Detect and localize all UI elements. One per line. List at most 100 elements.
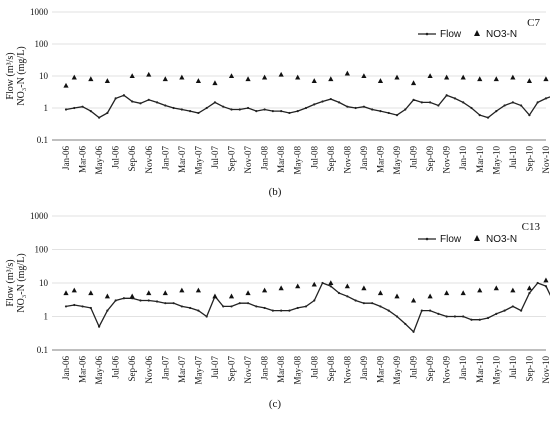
no3-point (410, 297, 417, 303)
flow-point (89, 306, 92, 310)
flow-point (362, 105, 365, 108)
legend-flow-label: Flow (440, 29, 462, 40)
flow-point (354, 106, 357, 110)
flow-point (362, 302, 365, 305)
x-tick-label: Sep-10 (524, 356, 534, 382)
flow-point (337, 101, 341, 104)
x-tick-label: Sep-10 (524, 146, 534, 172)
chart-panel-c7: 0.1 1 10 100 1000 Jan-06 Mar-06 May-06 Jul-06 Sep… (5, 7, 550, 198)
x-tick-label: Mar-10 (475, 356, 485, 383)
no3-point (510, 74, 516, 80)
flow-point (387, 111, 390, 115)
flow-point (263, 306, 266, 310)
no3-point (245, 76, 251, 82)
x-tick-label: Jan-06 (61, 146, 71, 170)
x-tick-label: Jul-06 (111, 146, 121, 169)
flow-point (288, 111, 291, 115)
flow-point (255, 110, 258, 113)
flow-point (288, 309, 291, 312)
no3-point (104, 78, 110, 83)
flow-point (387, 309, 390, 312)
flow-point (395, 113, 399, 117)
no3-point (361, 285, 367, 291)
x-tick-label: Jan-10 (458, 146, 468, 170)
x-tick-label: Sep-09 (425, 356, 435, 382)
flow-point (412, 330, 415, 333)
legend-no3-swatch (474, 235, 480, 241)
flow-point (486, 116, 490, 119)
flow-point (147, 299, 150, 302)
no3-point (88, 290, 94, 296)
x-tick-label: Sep-08 (326, 356, 336, 382)
y-tick-label: 1000 (30, 7, 49, 17)
flow-point (230, 108, 233, 111)
legend-no3-label: NO3-N (486, 234, 517, 245)
x-tick-label: Nov-06 (144, 356, 154, 384)
flow-point (263, 108, 266, 111)
flow-point (180, 305, 183, 308)
flow-point (280, 309, 283, 312)
x-tick-label: Mar-06 (78, 356, 88, 383)
chart-title: C7 (527, 17, 540, 29)
flow-point (296, 306, 299, 310)
flow-point (321, 281, 324, 285)
legend-flow-label: Flow (440, 234, 462, 245)
flow-point (329, 285, 332, 288)
flow-point (114, 299, 117, 302)
no3-point (278, 71, 284, 77)
no3-point (427, 73, 433, 78)
flow-point (139, 299, 142, 302)
flow-point (503, 104, 506, 107)
flow-point (122, 297, 126, 300)
flow-point (81, 305, 84, 308)
x-tick-label: Mar-10 (475, 146, 485, 173)
flow-series-line (65, 282, 550, 333)
x-tick-label: Jul-08 (309, 146, 319, 169)
no3-point (71, 287, 77, 293)
y-tick-label: 100 (35, 39, 49, 49)
x-tick-label: May-07 (193, 356, 203, 385)
flow-point (437, 312, 440, 315)
x-tick-label: Jan-08 (260, 356, 270, 380)
no3-point (493, 76, 499, 82)
x-tick-label: May-06 (94, 356, 104, 385)
x-tick-label: Sep-08 (326, 146, 336, 172)
flow-point (296, 110, 299, 113)
flow-point (470, 318, 473, 321)
flow-point (478, 113, 481, 117)
x-tick-label: Sep-06 (127, 146, 137, 172)
x-tick-label: Sep-09 (425, 146, 435, 172)
legend-flow-dot (425, 237, 429, 241)
flow-point (462, 101, 465, 104)
no3-point (328, 76, 334, 82)
x-tick-label: Jul-07 (210, 356, 220, 379)
x-tick-label: Nov-09 (442, 356, 452, 384)
y-tick-label: 10 (39, 71, 49, 81)
chart-panel-c13: 0.1 1 10 100 1000 Jan-06 Mar-06 May-06 Jul-06 Sep… (5, 211, 550, 410)
x-tick-label: May-07 (193, 146, 203, 175)
x-tick-label: Jul-09 (409, 356, 419, 379)
flow-point (329, 97, 332, 101)
x-tick-label: Jan-09 (359, 146, 369, 170)
x-tick-label: Jan-09 (359, 356, 369, 380)
flow-point (486, 316, 490, 320)
no3-point (228, 73, 235, 78)
x-tick-label: Nov-07 (243, 356, 253, 384)
flow-point (172, 302, 175, 305)
flow-point (536, 101, 539, 104)
flow-point (453, 97, 457, 100)
panel-caption: (b) (269, 186, 282, 198)
no3-point (410, 80, 417, 86)
flow-point (379, 305, 382, 308)
y-axis-label-no3: NO₃-N (mg/L) (16, 253, 27, 312)
flow-point (189, 110, 192, 113)
no3-point (444, 290, 450, 296)
flow-point (404, 108, 407, 111)
x-tick-label: Mar-06 (78, 146, 88, 173)
flow-point (462, 315, 465, 318)
flow-point (429, 101, 432, 104)
y-tick-label: 1 (44, 103, 49, 113)
flow-point (122, 94, 126, 97)
x-tick-label: Jan-10 (458, 356, 468, 380)
flow-point (470, 106, 473, 110)
